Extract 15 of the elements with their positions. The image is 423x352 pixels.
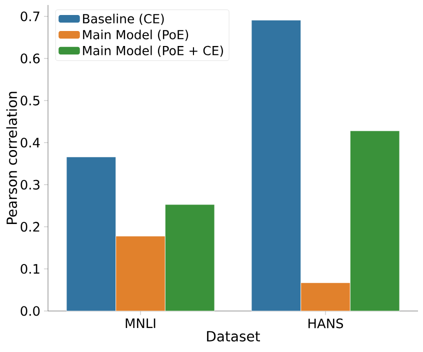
legend-label: Baseline (CE) [83, 14, 164, 25]
y-tick-label: 0.5 [20, 96, 40, 106]
y-tick-label: 0.4 [20, 138, 40, 148]
legend-label: Main Model (PoE) [83, 30, 188, 41]
x-axis-title: Dataset [207, 331, 260, 342]
y-tick-label: 0.6 [20, 54, 40, 64]
y-tick-label: 0.2 [20, 222, 40, 232]
x-tick-label: HANS [308, 318, 344, 328]
x-tick-label: MNLI [126, 318, 156, 328]
y-axis-title: Pearson correlation [6, 92, 18, 224]
y-tick-label: 0.1 [20, 264, 40, 274]
y-tick-label: 0.7 [20, 11, 40, 22]
y-tick-label: 0.3 [20, 180, 40, 190]
y-tick-label: 0.0 [20, 306, 40, 316]
legend-label: Main Model (PoE + CE) [83, 46, 223, 57]
